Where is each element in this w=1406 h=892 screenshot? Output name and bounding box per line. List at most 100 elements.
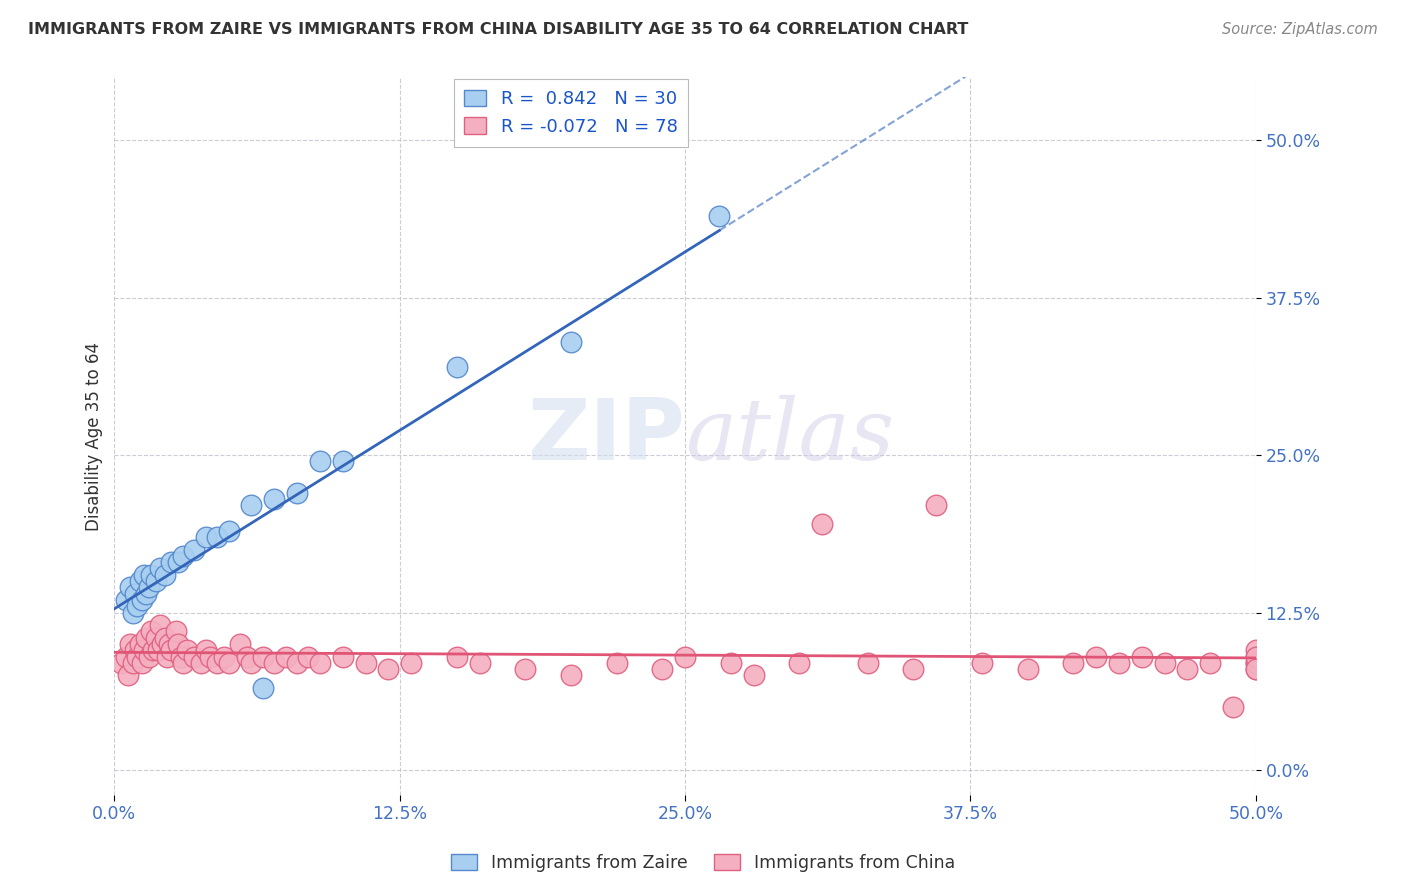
Point (110, 656, 132, 670)
Point (1175, 662, 1198, 676)
Point (1244, 649, 1267, 664)
Point (120, 637, 142, 651)
Point (212, 649, 235, 664)
Point (167, 637, 190, 651)
Point (1108, 656, 1130, 670)
Point (131, 656, 153, 670)
Point (176, 643, 198, 657)
Point (127, 599, 149, 614)
Point (117, 668, 139, 682)
Point (1244, 656, 1267, 670)
Point (149, 618, 172, 632)
Point (139, 624, 162, 639)
Point (1244, 649, 1267, 664)
Point (205, 530, 228, 544)
Point (811, 517, 834, 532)
Point (240, 656, 263, 670)
Point (720, 656, 742, 670)
Point (127, 649, 149, 664)
Point (332, 649, 354, 664)
Point (146, 643, 169, 657)
Point (263, 492, 285, 507)
Point (165, 624, 187, 639)
Point (354, 656, 377, 670)
Point (263, 656, 285, 670)
Point (131, 593, 153, 607)
Point (332, 454, 354, 468)
Point (240, 499, 263, 513)
Point (970, 656, 993, 670)
Point (138, 649, 160, 664)
Point (252, 649, 274, 664)
Point (124, 586, 146, 600)
Point (446, 359, 468, 374)
Point (135, 586, 157, 600)
Point (145, 574, 167, 588)
Point (200, 649, 222, 664)
Point (1062, 656, 1084, 670)
Point (128, 637, 150, 651)
Point (1199, 656, 1222, 670)
Point (606, 656, 628, 670)
Point (446, 649, 468, 664)
Point (925, 499, 948, 513)
Text: atlas: atlas (685, 395, 894, 477)
Point (153, 631, 176, 645)
Point (285, 486, 308, 500)
Point (132, 643, 155, 657)
Point (742, 668, 765, 682)
Point (377, 662, 399, 676)
Point (787, 656, 810, 670)
Point (167, 555, 190, 569)
Point (252, 681, 274, 695)
Point (709, 209, 731, 223)
Point (297, 649, 319, 664)
Point (1085, 649, 1108, 664)
Text: ZIP: ZIP (527, 395, 685, 478)
Point (160, 643, 183, 657)
Point (142, 643, 165, 657)
Point (160, 555, 183, 569)
Point (1244, 662, 1267, 676)
Point (194, 643, 217, 657)
Point (236, 649, 259, 664)
Point (124, 643, 146, 657)
Point (169, 649, 191, 664)
Point (651, 662, 673, 676)
Point (190, 656, 212, 670)
Point (1244, 662, 1267, 676)
Point (121, 656, 143, 670)
Point (145, 631, 167, 645)
Point (1244, 643, 1267, 657)
Point (132, 567, 155, 582)
Point (139, 567, 162, 582)
Point (194, 530, 217, 544)
Y-axis label: Disability Age 35 to 64: Disability Age 35 to 64 (86, 342, 103, 531)
Point (120, 580, 142, 594)
Point (856, 656, 879, 670)
Point (1153, 656, 1175, 670)
Point (468, 656, 491, 670)
Point (309, 454, 332, 468)
Text: IMMIGRANTS FROM ZAIRE VS IMMIGRANTS FROM CHINA DISABILITY AGE 35 TO 64 CORRELATI: IMMIGRANTS FROM ZAIRE VS IMMIGRANTS FROM… (28, 22, 969, 37)
Point (157, 637, 180, 651)
Point (172, 656, 194, 670)
Legend: Immigrants from Zaire, Immigrants from China: Immigrants from Zaire, Immigrants from C… (444, 847, 962, 879)
Point (399, 656, 422, 670)
Legend: R =  0.842   N = 30, R = -0.072   N = 78: R = 0.842 N = 30, R = -0.072 N = 78 (454, 79, 689, 146)
Point (128, 574, 150, 588)
Point (673, 649, 696, 664)
Point (560, 668, 582, 682)
Point (138, 580, 160, 594)
Point (218, 524, 240, 538)
Point (903, 662, 925, 676)
Point (560, 334, 582, 349)
Point (121, 606, 143, 620)
Point (149, 561, 172, 575)
Point (515, 662, 537, 676)
Point (135, 631, 157, 645)
Point (183, 542, 205, 557)
Point (156, 649, 179, 664)
Point (274, 649, 297, 664)
Point (114, 593, 136, 607)
